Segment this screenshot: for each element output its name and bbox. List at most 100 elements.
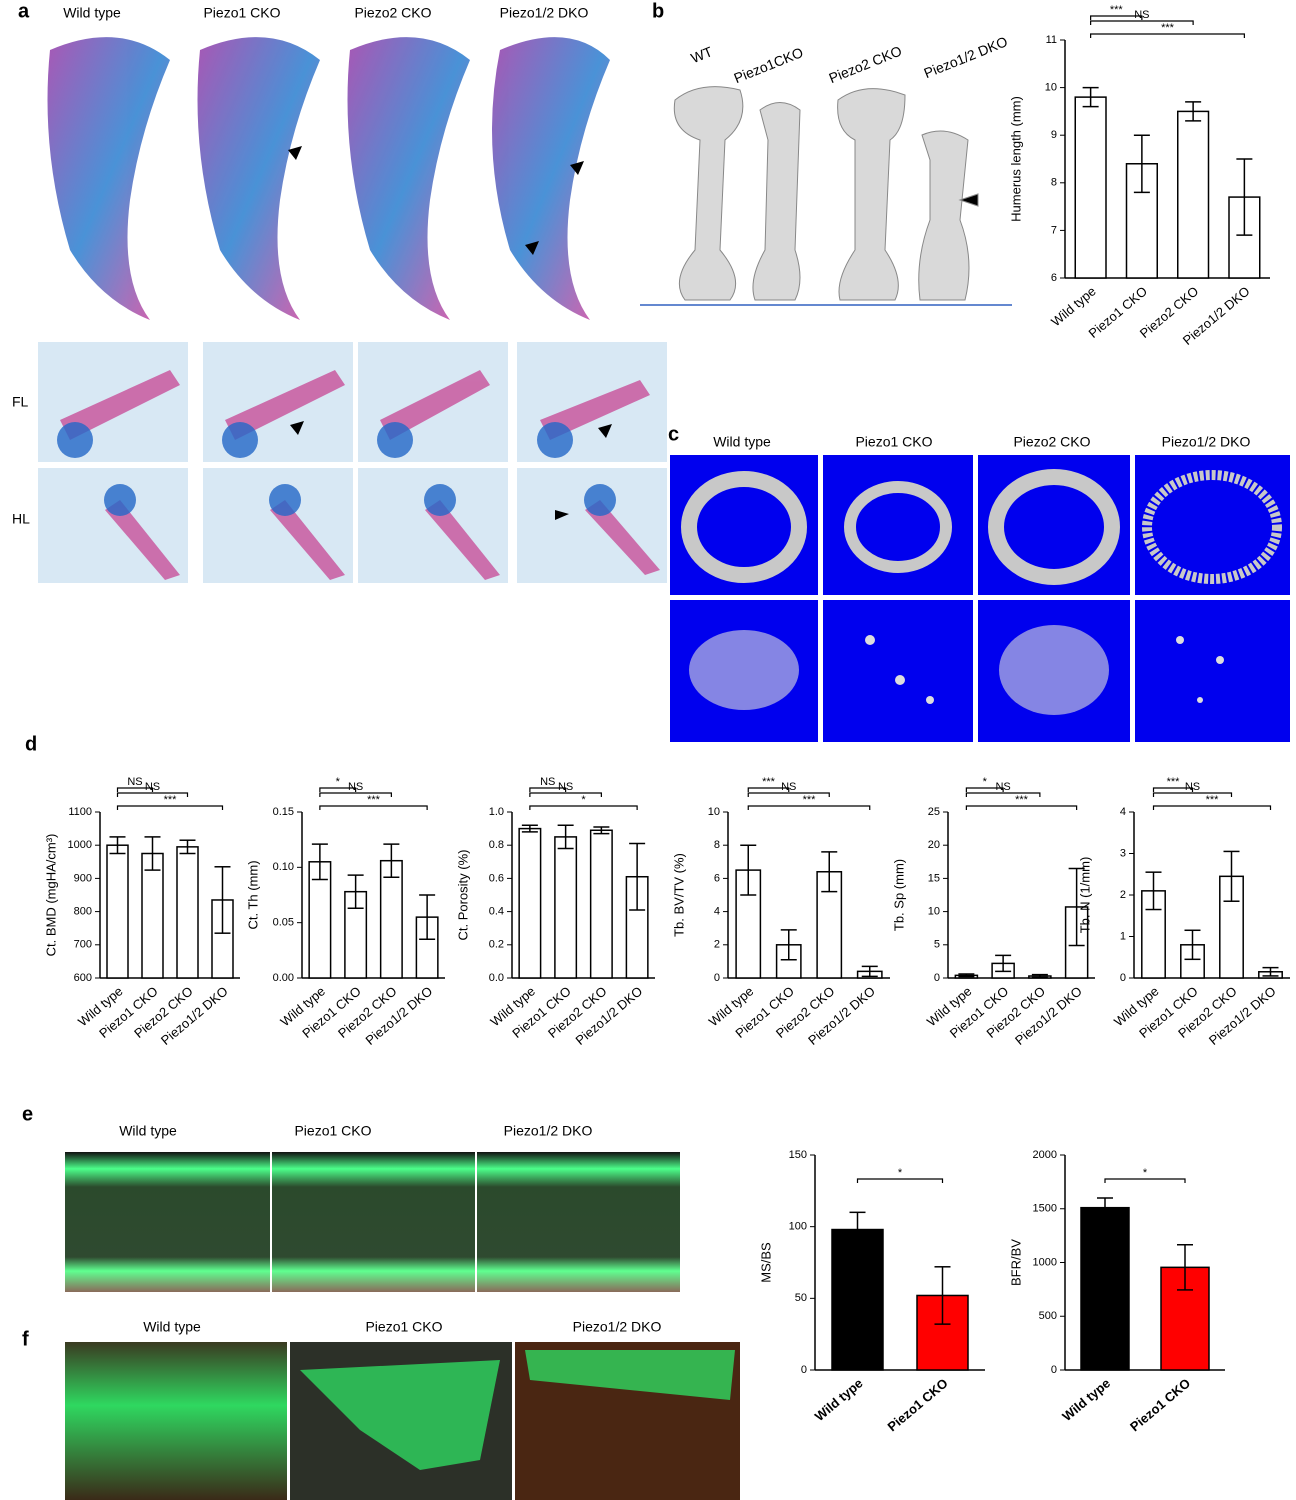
significance-bracket <box>747 792 830 797</box>
error-bar <box>1031 973 1048 979</box>
microct-images <box>670 455 1290 742</box>
error-bar <box>1133 134 1150 194</box>
y-tick-label: 0.05 <box>273 917 294 929</box>
column-label: Piezo1/2 DKO <box>1162 434 1251 450</box>
x-tick-label: Wild type <box>1048 283 1099 329</box>
significance-label: NS <box>1185 781 1200 793</box>
column-label: Piezo2 CKO <box>354 5 431 21</box>
bar <box>1080 1206 1130 1371</box>
significance-label: NS <box>1134 9 1149 21</box>
y-tick-label: 3 <box>1120 847 1126 859</box>
x-tick-label: Wild type <box>812 1375 866 1424</box>
y-tick-label: 50 <box>795 1292 807 1304</box>
row-label: HL <box>12 511 30 527</box>
significance-label: NS <box>558 781 573 793</box>
error-bar <box>1177 1244 1193 1291</box>
y-axis-label: MS/BS <box>758 1242 773 1283</box>
bar <box>1074 96 1107 279</box>
y-tick-label: 0 <box>934 972 940 984</box>
error-bar <box>419 894 436 941</box>
significance-bracket <box>856 1178 944 1183</box>
fluorescence-images <box>65 1152 740 1500</box>
error-bar <box>347 874 364 910</box>
significance-label: * <box>983 776 988 788</box>
y-tick-label: 10 <box>1045 82 1057 94</box>
bar <box>831 1228 884 1371</box>
y-axis-label: Ct. Th (mm) <box>245 860 260 929</box>
significance-label: *** <box>1206 794 1220 806</box>
y-tick-label: 0 <box>714 972 720 984</box>
y-tick-label: 0.8 <box>489 839 504 851</box>
bar <box>141 852 164 979</box>
y-tick-label: 0 <box>1120 972 1126 984</box>
y-tick-label: 0.2 <box>489 939 504 951</box>
significance-bracket <box>529 805 638 810</box>
error-bar <box>958 973 975 978</box>
y-tick-label: 6 <box>714 872 720 884</box>
x-tick-label: Piezo1 CKO <box>885 1375 951 1434</box>
significance-label: *** <box>1161 22 1175 34</box>
y-axis-label: Tb. BV/TV (%) <box>671 853 686 937</box>
row-label: FL <box>12 394 29 410</box>
error-bar <box>1145 871 1162 911</box>
significance-label: *** <box>1167 776 1181 788</box>
significance-label: * <box>1143 1167 1148 1179</box>
error-bar <box>995 954 1012 973</box>
significance-label: * <box>581 794 586 806</box>
y-tick-label: 11 <box>1046 34 1057 46</box>
y-tick-label: 100 <box>789 1221 807 1233</box>
significance-bracket <box>747 805 871 810</box>
error-bar <box>144 836 161 871</box>
significance-bracket <box>116 792 189 797</box>
significance-bracket <box>965 787 1004 792</box>
y-tick-label: 0.6 <box>489 872 504 884</box>
y-tick-label: 1.0 <box>489 806 504 818</box>
y-axis-label: Humerus length (mm) <box>1008 96 1023 222</box>
error-bar <box>1223 850 1240 902</box>
significance-bracket <box>1104 1178 1186 1183</box>
significance-bracket <box>1090 15 1143 20</box>
significance-bracket <box>319 805 428 810</box>
column-label: Piezo2 CKO <box>1013 434 1090 450</box>
y-tick-label: 25 <box>928 806 940 818</box>
column-label: Piezo1/2 DKO <box>573 1319 662 1335</box>
y-axis-label: Ct. Porosity (%) <box>455 849 470 940</box>
significance-label: NS <box>540 776 555 788</box>
y-tick-label: 10 <box>708 806 720 818</box>
error-bar <box>1184 929 1201 961</box>
y-tick-label: 1500 <box>1033 1203 1057 1215</box>
y-axis-label: Tb. Sp (mm) <box>891 859 906 931</box>
error-bar <box>214 866 231 934</box>
error-bar <box>593 826 610 835</box>
column-label: Piezo1 CKO <box>365 1319 442 1335</box>
y-tick-label: 1000 <box>1033 1256 1057 1268</box>
significance-bracket <box>1152 792 1233 797</box>
significance-bracket <box>1152 805 1272 810</box>
y-tick-label: 1100 <box>68 806 92 818</box>
significance-bracket <box>529 787 567 792</box>
column-label: Piezo1 CKO <box>294 1123 371 1139</box>
panel-label: d <box>25 733 37 755</box>
y-tick-label: 20 <box>928 839 940 851</box>
y-tick-label: 1000 <box>68 839 92 851</box>
y-tick-label: 0.10 <box>273 861 294 873</box>
error-bar <box>1262 966 1279 977</box>
humerus-images <box>640 86 1012 306</box>
error-bar <box>934 1266 951 1325</box>
column-label: Piezo2 CKO <box>827 42 905 86</box>
y-tick-label: 5 <box>934 939 940 951</box>
significance-bracket <box>116 787 154 792</box>
y-tick-label: 0 <box>801 1364 807 1376</box>
y-tick-label: 8 <box>714 839 720 851</box>
error-bar <box>557 824 574 850</box>
significance-bracket <box>1152 787 1194 792</box>
significance-bracket <box>965 805 1078 810</box>
y-tick-label: 700 <box>74 939 92 951</box>
y-tick-label: 500 <box>1039 1310 1057 1322</box>
y-tick-label: 1 <box>1120 930 1126 942</box>
y-tick-label: 0.4 <box>489 906 504 918</box>
significance-bracket <box>1090 33 1245 38</box>
bar <box>589 829 613 979</box>
significance-label: NS <box>348 781 363 793</box>
column-label: Piezo1/2 DKO <box>922 33 1010 81</box>
